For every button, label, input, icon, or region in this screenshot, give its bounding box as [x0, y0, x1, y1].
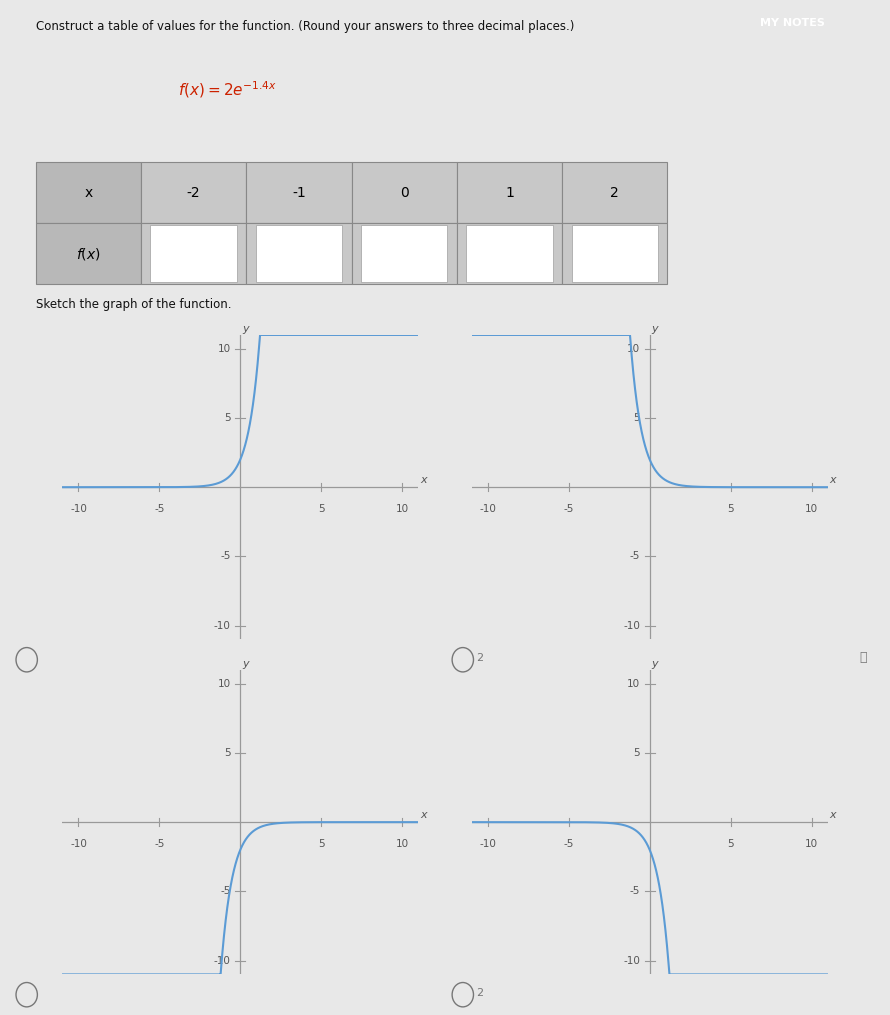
- Bar: [141, 162, 247, 223]
- Text: -5: -5: [220, 886, 231, 896]
- Text: 2: 2: [611, 186, 619, 200]
- Text: -10: -10: [70, 503, 87, 514]
- Text: 5: 5: [224, 748, 231, 758]
- Text: 2: 2: [476, 653, 483, 663]
- Bar: [247, 162, 352, 223]
- Text: $f(x) = 2e^{-1.4x}$: $f(x) = 2e^{-1.4x}$: [178, 80, 277, 100]
- Text: x: x: [85, 186, 93, 200]
- Text: 10: 10: [217, 679, 231, 689]
- Text: y: y: [651, 659, 658, 669]
- Text: y: y: [242, 659, 248, 669]
- Text: -10: -10: [623, 955, 640, 965]
- Text: -5: -5: [563, 838, 574, 849]
- Text: -5: -5: [629, 551, 640, 561]
- Text: 10: 10: [627, 344, 640, 354]
- Text: -5: -5: [154, 503, 165, 514]
- Text: -10: -10: [214, 620, 231, 630]
- Text: 5: 5: [224, 413, 231, 423]
- Bar: [255, 225, 342, 282]
- Bar: [457, 162, 562, 223]
- Text: 5: 5: [634, 413, 640, 423]
- Text: -10: -10: [480, 838, 497, 849]
- Text: 5: 5: [727, 838, 734, 849]
- Text: y: y: [651, 324, 658, 334]
- Bar: [352, 162, 457, 223]
- Text: 10: 10: [395, 838, 409, 849]
- Text: 5: 5: [318, 503, 325, 514]
- Text: -10: -10: [623, 620, 640, 630]
- Text: -1: -1: [292, 186, 306, 200]
- Text: 2: 2: [476, 988, 483, 998]
- Text: -2: -2: [187, 186, 200, 200]
- Text: Construct a table of values for the function. (Round your answers to three decim: Construct a table of values for the func…: [36, 20, 574, 33]
- Text: -5: -5: [220, 551, 231, 561]
- Text: Sketch the graph of the function.: Sketch the graph of the function.: [36, 298, 231, 311]
- Text: x: x: [829, 475, 836, 485]
- Text: 5: 5: [318, 838, 325, 849]
- Bar: [562, 162, 668, 223]
- Text: 10: 10: [805, 503, 818, 514]
- Text: 10: 10: [805, 838, 818, 849]
- Text: x: x: [420, 475, 426, 485]
- Bar: [457, 223, 562, 284]
- Text: 10: 10: [217, 344, 231, 354]
- Text: 0: 0: [400, 186, 409, 200]
- Bar: [36, 162, 141, 223]
- Text: 10: 10: [627, 679, 640, 689]
- Text: 10: 10: [395, 503, 409, 514]
- Bar: [571, 225, 658, 282]
- Text: 1: 1: [506, 186, 514, 200]
- Bar: [141, 223, 247, 284]
- Bar: [466, 225, 553, 282]
- Bar: [361, 225, 448, 282]
- Text: -5: -5: [154, 838, 165, 849]
- Bar: [352, 223, 457, 284]
- Text: 5: 5: [634, 748, 640, 758]
- Text: -10: -10: [70, 838, 87, 849]
- Text: -10: -10: [214, 955, 231, 965]
- Text: y: y: [242, 324, 248, 334]
- Bar: [36, 223, 141, 284]
- Text: MY NOTES: MY NOTES: [760, 18, 824, 27]
- Bar: [150, 225, 237, 282]
- Text: ⓘ: ⓘ: [860, 652, 867, 664]
- Text: $f(x)$: $f(x)$: [76, 246, 101, 262]
- Text: x: x: [420, 810, 426, 820]
- Text: -10: -10: [480, 503, 497, 514]
- Text: 5: 5: [727, 503, 734, 514]
- Bar: [247, 223, 352, 284]
- Text: -5: -5: [629, 886, 640, 896]
- Text: -5: -5: [563, 503, 574, 514]
- Text: x: x: [829, 810, 836, 820]
- Bar: [562, 223, 668, 284]
